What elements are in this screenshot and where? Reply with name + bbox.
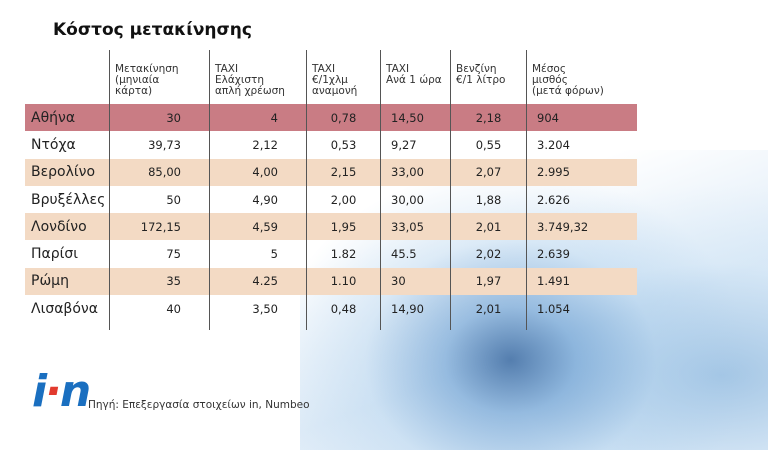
column-header [25, 50, 109, 104]
table-cell: 4.25 [209, 267, 306, 296]
city-name: Ντόχα [31, 136, 76, 153]
table-cell: 14,50 [380, 104, 450, 132]
table-cell: 1,88 [450, 185, 526, 214]
column-header: Μέσος μισθός (μετά φόρων) [526, 50, 637, 104]
page-title: Κόστος μετακίνησης [53, 20, 252, 40]
table-row: Λονδίνο 172,15 4,59 1,95 33,05 2,01 3.749,32 [25, 213, 637, 241]
table-cell: 1,95 [306, 213, 380, 241]
column-divider [209, 322, 306, 331]
table-row: Αθήνα 30 4 0,78 14,50 2,18 904 [25, 104, 637, 132]
table-cell: 35 [109, 267, 209, 296]
column-header: TAXI Ανά 1 ώρα [380, 50, 450, 104]
column-divider [306, 322, 380, 331]
table-row: Λισαβόνα 40 3,50 0,48 14,90 2,01 1.054 [25, 295, 637, 323]
city-name: Ρώμη [31, 273, 69, 290]
table-cell: 85,00 [109, 158, 209, 186]
table-cell: 0,53 [306, 131, 380, 159]
table-cell: 2,00 [306, 185, 380, 214]
table-cell: 30 [109, 104, 209, 132]
table-cell: 14,90 [380, 295, 450, 323]
table-cell: 33,00 [380, 158, 450, 186]
table-cell: 2,18 [450, 104, 526, 132]
table-cell: 4 [209, 104, 306, 132]
table-row: Ρώμη 35 4.25 1.10 30 1,97 1.491 [25, 267, 637, 296]
table-header: Μετακίνηση (μηνιαία κάρτα) TAXI Ελάχιστη … [25, 50, 637, 104]
table-row: Βερολίνο 85,00 4,00 2,15 33,00 2,07 2.995 [25, 158, 637, 186]
table-cell: 2,01 [450, 295, 526, 323]
table-cell: 2.995 [526, 158, 637, 186]
table-cell: 2,12 [209, 131, 306, 159]
table-cell: 1.054 [526, 295, 637, 323]
table-cell: 39,73 [109, 131, 209, 159]
column-divider [526, 322, 637, 331]
table-cell: 172,15 [109, 213, 209, 241]
table-cell: 2,15 [306, 158, 380, 186]
column-header: TAXI Ελάχιστη απλή χρέωση [209, 50, 306, 104]
table-cell: 0,78 [306, 104, 380, 132]
table-cell: 2,01 [450, 213, 526, 241]
city-name: Λονδίνο [31, 218, 87, 235]
table-cell: 3.204 [526, 131, 637, 159]
table-cell: 9,27 [380, 131, 450, 159]
city-name: Βρυξέλλες [31, 191, 106, 208]
table-row: Βρυξέλλες 50 4,90 2,00 30,00 1,88 2.626 [25, 185, 637, 214]
table-cell: 3,50 [209, 295, 306, 323]
table-cell: 40 [109, 295, 209, 323]
table-cell: 30 [380, 267, 450, 296]
source-note: Πηγή: Επεξεργασία στοιχείων in, Numbeo [88, 399, 310, 411]
table-cell: 4,90 [209, 185, 306, 214]
table-cell: 30,00 [380, 185, 450, 214]
table-row: Παρίσι 75 5 1.82 45.5 2,02 2.639 [25, 240, 637, 268]
column-header: Μετακίνηση (μηνιαία κάρτα) [109, 50, 209, 104]
table-cell: 1.491 [526, 267, 637, 296]
table-cell: 4,59 [209, 213, 306, 241]
table-cell: 2,07 [450, 158, 526, 186]
in-logo: i·n [32, 366, 91, 417]
table-cell: 45.5 [380, 240, 450, 268]
table-cell: 5 [209, 240, 306, 268]
city-name: Βερολίνο [31, 164, 96, 181]
city-name: Αθήνα [31, 109, 76, 126]
column-header: Βενζίνη €/1 λίτρο [450, 50, 526, 104]
table-cell: 2.639 [526, 240, 637, 268]
column-divider [25, 322, 109, 330]
table-cell: 4,00 [209, 158, 306, 186]
table-cell: 1,97 [450, 267, 526, 296]
table-cell: 33,05 [380, 213, 450, 241]
table-cell: 1.10 [306, 267, 380, 296]
table-cell: 2.626 [526, 185, 637, 214]
column-header: TAXI €/1χλμ αναμονή [306, 50, 380, 104]
table-cell: 2,02 [450, 240, 526, 268]
table-cell: 0,55 [450, 131, 526, 159]
table-cell: 3.749,32 [526, 213, 637, 241]
table-cell: 1.82 [306, 240, 380, 268]
train-station-background-image [300, 150, 768, 450]
table-cell: 75 [109, 240, 209, 268]
column-divider [380, 322, 450, 331]
table-tail [25, 322, 637, 331]
city-name: Παρίσι [31, 246, 78, 263]
table-cell: 0,48 [306, 295, 380, 323]
cost-table: Μετακίνηση (μηνιαία κάρτα) TAXI Ελάχιστη … [25, 50, 637, 331]
city-name: Λισαβόνα [31, 300, 98, 317]
table-row: Ντόχα 39,73 2,12 0,53 9,27 0,55 3.204 [25, 131, 637, 159]
table-cell: 50 [109, 185, 209, 214]
column-divider [450, 322, 526, 331]
table-cell: 904 [526, 104, 637, 132]
column-divider [109, 322, 209, 331]
